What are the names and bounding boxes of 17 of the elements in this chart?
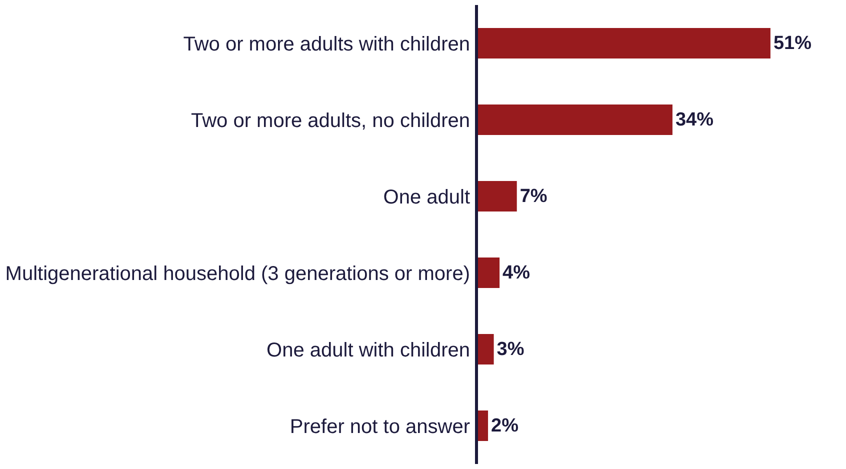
y-tick-label: Two or more adults, no children [190, 110, 470, 132]
y-tick-label: Prefer not to answer [290, 416, 470, 438]
bar [476, 28, 770, 59]
data-label: 4% [502, 262, 530, 284]
data-label: 7% [520, 186, 548, 207]
data-label: 2% [491, 415, 519, 436]
bar [476, 334, 494, 365]
data-label: 34% [675, 109, 714, 130]
bar [476, 180, 517, 212]
y-tick-label: One adult [383, 186, 470, 208]
bar [476, 257, 500, 288]
y-tick-label: Two or more adults with children [183, 33, 470, 56]
y-tick-label: Multigenerational household (3 generations or more) [5, 262, 470, 285]
bar [476, 104, 672, 136]
data-label: 51% [773, 32, 812, 54]
data-label: 3% [496, 338, 524, 360]
y-tick-label: One adult with children [266, 339, 470, 362]
